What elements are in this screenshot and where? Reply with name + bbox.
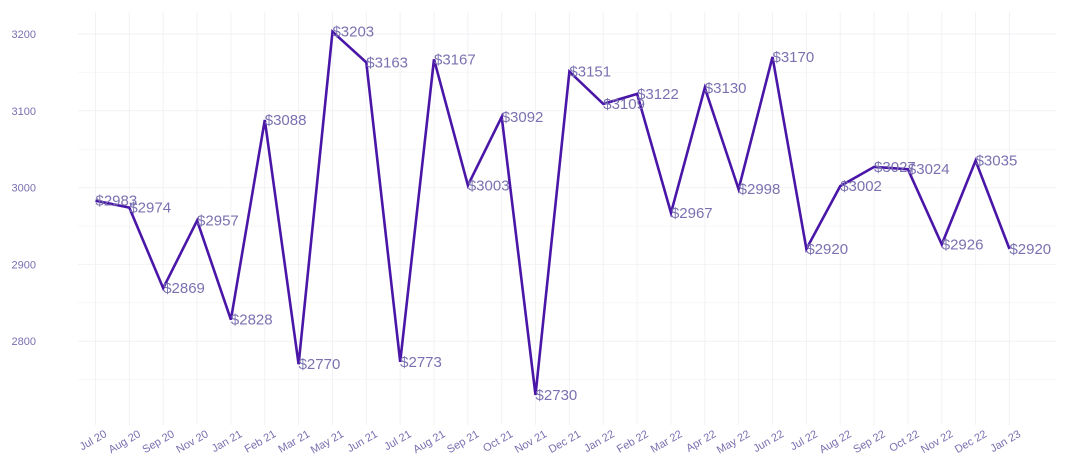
data-label: $2983: [96, 193, 138, 210]
x-tick-label: Sep 20: [140, 428, 176, 456]
data-label: $3203: [332, 24, 374, 41]
y-tick-label: 2800: [12, 336, 36, 348]
x-tick-label: Jan 23: [988, 428, 1023, 455]
x-tick-label: Apr 22: [684, 428, 718, 455]
data-label: $2869: [163, 280, 205, 297]
data-label: $3167: [434, 51, 476, 68]
data-label: $2974: [129, 200, 171, 217]
data-label: $3163: [366, 54, 408, 71]
x-tick-label: Jun 22: [751, 428, 786, 455]
data-label: $3151: [569, 64, 611, 81]
data-label: $2828: [231, 312, 273, 329]
series-line-path: [95, 29, 1011, 396]
data-label: $2770: [299, 356, 341, 373]
x-tick-label: Nov 20: [174, 428, 210, 456]
data-label: $2920: [806, 241, 848, 258]
data-label: $2998: [739, 181, 781, 198]
x-tick-label: Aug 21: [411, 428, 447, 456]
y-axis-ticks: 2800 2900 3000 3100 3200: [12, 29, 36, 348]
y-tick-label: 3000: [12, 183, 36, 195]
x-tick-label: Jun 21: [345, 428, 380, 455]
x-tick-label: Jan 21: [210, 428, 245, 455]
data-label: $3088: [265, 112, 307, 129]
x-tick-label: Jan 22: [582, 428, 617, 455]
data-label: $3130: [705, 80, 747, 97]
data-label: $3122: [637, 86, 679, 103]
data-label: $3027: [874, 159, 916, 176]
x-tick-label: Nov 22: [919, 428, 955, 456]
x-tick-label: Sep 21: [445, 428, 481, 456]
x-tick-label: Jul 21: [382, 428, 413, 453]
x-tick-label: Aug 20: [107, 428, 143, 456]
x-tick-label: Nov 21: [513, 428, 549, 456]
y-tick-label: 3100: [12, 106, 36, 118]
data-label: $2773: [400, 354, 442, 371]
data-label: $3035: [976, 153, 1018, 170]
x-tick-label: Jul 20: [78, 428, 109, 453]
series-line: [95, 29, 1011, 396]
x-tick-label: Sep 22: [851, 428, 887, 456]
y-tick-label: 3200: [12, 29, 36, 41]
x-tick-label: Feb 22: [615, 428, 651, 456]
data-label: $3092: [502, 109, 544, 126]
data-label: $3109: [603, 96, 645, 113]
data-label: $3003: [468, 177, 510, 194]
data-label: $2730: [536, 387, 578, 404]
data-label: $3170: [773, 49, 815, 66]
data-label: $2967: [671, 205, 713, 222]
x-tick-label: Oct 22: [887, 428, 921, 455]
data-label: $2957: [197, 213, 239, 230]
x-tick-label: Mar 21: [276, 428, 312, 456]
y-tick-label: 2900: [12, 259, 36, 271]
data-label: $3002: [840, 178, 882, 195]
x-tick-label: Dec 21: [547, 428, 583, 456]
x-tick-label: Feb 21: [243, 428, 279, 456]
x-tick-label: Dec 22: [953, 428, 989, 456]
data-label: $3024: [908, 161, 950, 178]
data-label: $2920: [1009, 241, 1051, 258]
x-tick-label: Aug 22: [817, 428, 853, 456]
data-label: $2926: [942, 236, 984, 253]
data-labels: $2983$2974 $2869 $2957 $2828 $3088 $2770 $3203…: [96, 24, 1052, 404]
x-tick-label: May 22: [715, 428, 752, 456]
x-tick-label: May 21: [309, 428, 346, 456]
x-tick-label: Jul 22: [788, 428, 819, 453]
x-tick-label: Oct 21: [481, 428, 515, 455]
x-tick-label: Mar 22: [649, 428, 685, 456]
